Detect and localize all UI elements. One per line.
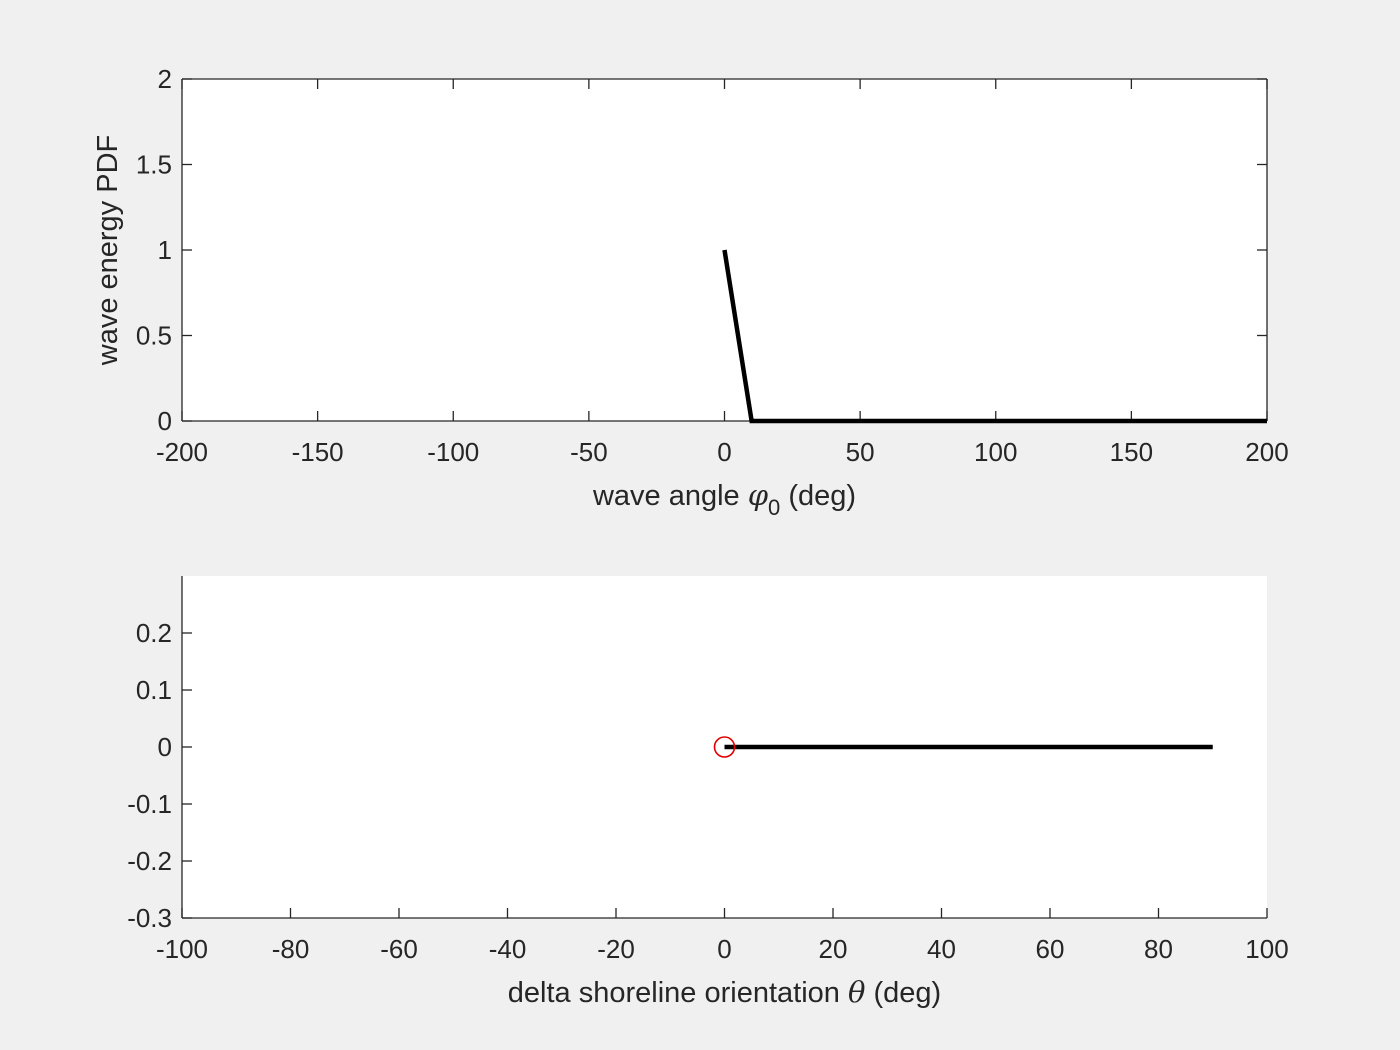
y-tick-label: 2 [158, 64, 172, 94]
x-tick-label: -100 [427, 437, 479, 467]
x-tick-label: -20 [597, 934, 635, 964]
y-tick-label: 0 [158, 732, 172, 762]
x-tick-label: 100 [974, 437, 1017, 467]
x-tick-label: 100 [1245, 934, 1288, 964]
x-tick-label: 40 [927, 934, 956, 964]
y-tick-label: 0.5 [136, 321, 172, 351]
y-axis-label: wave energy PDF [92, 135, 124, 367]
y-tick-label: -0.1 [127, 789, 172, 819]
x-tick-label: -150 [292, 437, 344, 467]
x-tick-label: -200 [156, 437, 208, 467]
x-tick-label: 0 [717, 437, 731, 467]
bottom-subplot: -100 -80 -60 -40 -20 0 20 40 60 80 100 -0.3 -0.2 -0.1… [127, 576, 1289, 1009]
x-axis-label-suffix: (deg) [780, 480, 856, 512]
y-tick-label: -0.3 [127, 903, 172, 933]
x-tick-label: 80 [1144, 934, 1173, 964]
x-tick-label: -100 [156, 934, 208, 964]
x-axis-label: wave angle φ0 (deg) [592, 478, 856, 520]
x-tick-label: 200 [1245, 437, 1288, 467]
circle-marker [713, 736, 736, 758]
y-tick-label: 0 [158, 406, 172, 436]
x-axis-label: delta shoreline orientation θ (deg) [508, 975, 941, 1009]
x-axis-label-text: wave angle [592, 480, 748, 512]
y-tick-label: 0.1 [136, 675, 172, 705]
x-axis-label-subscript: 0 [768, 495, 780, 520]
y-tick-label: -0.2 [127, 846, 172, 876]
x-axis-label-symbol: θ [848, 975, 865, 1009]
y-tick-label: 1.5 [136, 150, 172, 180]
x-tick-label: 150 [1110, 437, 1153, 467]
x-tick-label: -40 [489, 934, 527, 964]
x-tick-label: 60 [1036, 934, 1065, 964]
x-tick-label: -80 [272, 934, 310, 964]
x-tick-label: 0 [717, 934, 731, 964]
y-tick-label: 0.2 [136, 618, 172, 648]
y-tick-label: 1 [158, 235, 172, 265]
x-axis-label-text: delta shoreline orientation [508, 977, 848, 1009]
x-tick-label: 50 [846, 437, 875, 467]
top-subplot: -200 -150 -100 -50 0 50 100 150 200 0 0.5 1 1.5 2 wave… [92, 64, 1289, 520]
x-axis-label-symbol: φ [748, 478, 769, 512]
x-tick-label: -50 [570, 437, 608, 467]
series-line-0 [722, 249, 1267, 424]
x-tick-label: 20 [819, 934, 848, 964]
x-tick-label: -60 [380, 934, 418, 964]
x-axis-label-suffix: (deg) [865, 977, 941, 1009]
